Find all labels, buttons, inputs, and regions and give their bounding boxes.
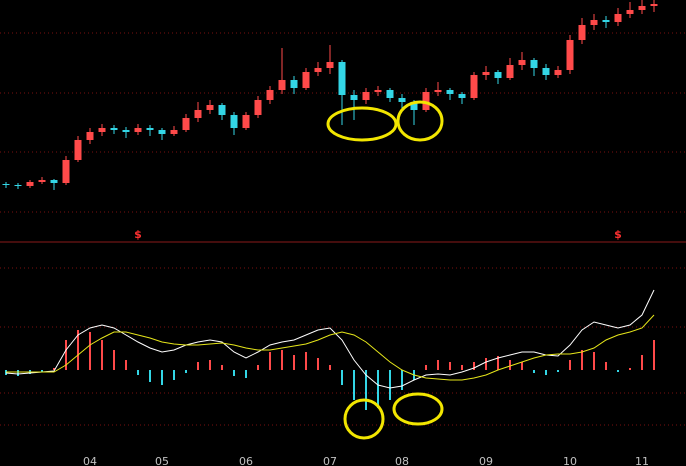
x-tick-label: 08 xyxy=(395,455,409,466)
x-tick-label: 04 xyxy=(83,455,97,466)
candle-body xyxy=(62,160,70,183)
candle-body xyxy=(506,65,514,78)
candle-body xyxy=(26,182,34,186)
candle-body xyxy=(38,180,46,182)
x-tick-label: 10 xyxy=(563,455,577,466)
candle-body xyxy=(206,105,214,110)
signal-marker: $ xyxy=(614,228,622,241)
candle-body xyxy=(398,98,406,102)
candle-body xyxy=(518,60,526,65)
highlight-ellipse xyxy=(343,398,385,440)
macd-line xyxy=(5,289,655,389)
candle-body xyxy=(194,110,202,118)
candle-body xyxy=(134,128,142,132)
candle-body xyxy=(434,90,442,92)
candle-body xyxy=(2,184,10,185)
x-tick-label: 06 xyxy=(239,455,253,466)
candle-body xyxy=(614,14,622,22)
candle-body xyxy=(146,128,154,130)
candle-body xyxy=(578,25,586,40)
candle-body xyxy=(458,94,466,98)
candle-body xyxy=(122,130,130,132)
candle-body xyxy=(230,115,238,128)
x-tick-label: 07 xyxy=(323,455,337,466)
macd-line xyxy=(6,314,655,381)
candle-body xyxy=(242,115,250,128)
candle-body xyxy=(386,90,394,98)
signal-marker: $ xyxy=(134,228,142,241)
candle-body xyxy=(470,75,478,98)
candle-body xyxy=(326,62,334,68)
candle-body xyxy=(602,20,610,22)
highlight-ellipse xyxy=(392,392,444,426)
candle-body xyxy=(158,130,166,134)
candle-body xyxy=(266,90,274,100)
candle-body xyxy=(530,60,538,68)
candle-body xyxy=(278,80,286,90)
candle-body xyxy=(566,40,574,70)
candle-body xyxy=(218,105,226,115)
candle-body xyxy=(374,90,382,92)
marks: 04 05 06 07 08 09 10 11 $ $ xyxy=(2,0,658,466)
candle-body xyxy=(542,68,550,75)
candle-body xyxy=(446,90,454,94)
annotations xyxy=(326,100,444,440)
candle-body xyxy=(98,128,106,132)
candle-body xyxy=(590,20,598,25)
candle-body xyxy=(410,102,418,110)
candle-body xyxy=(50,180,58,183)
candle-body xyxy=(182,118,190,130)
candle-body xyxy=(626,10,634,14)
candle-body xyxy=(110,128,118,130)
candle-body xyxy=(338,62,346,95)
candle-body xyxy=(494,72,502,78)
candle-body xyxy=(254,100,262,115)
candle-body xyxy=(362,92,370,100)
x-tick-label: 11 xyxy=(635,455,649,466)
highlight-ellipse xyxy=(326,106,398,142)
candle-body xyxy=(14,185,22,186)
candle-body xyxy=(350,95,358,100)
candle-body xyxy=(74,140,82,160)
candle-body xyxy=(86,132,94,140)
highlight-ellipse xyxy=(396,100,444,142)
candle-body xyxy=(638,6,646,10)
candle-body xyxy=(650,4,658,6)
candle-body xyxy=(554,70,562,75)
x-tick-label: 05 xyxy=(155,455,169,466)
x-tick-label: 09 xyxy=(479,455,493,466)
candle-body xyxy=(170,130,178,134)
candle-body xyxy=(482,72,490,75)
candle-body xyxy=(422,92,430,110)
candle-body xyxy=(290,80,298,88)
candle-body xyxy=(302,72,310,88)
candle-body xyxy=(314,68,322,72)
